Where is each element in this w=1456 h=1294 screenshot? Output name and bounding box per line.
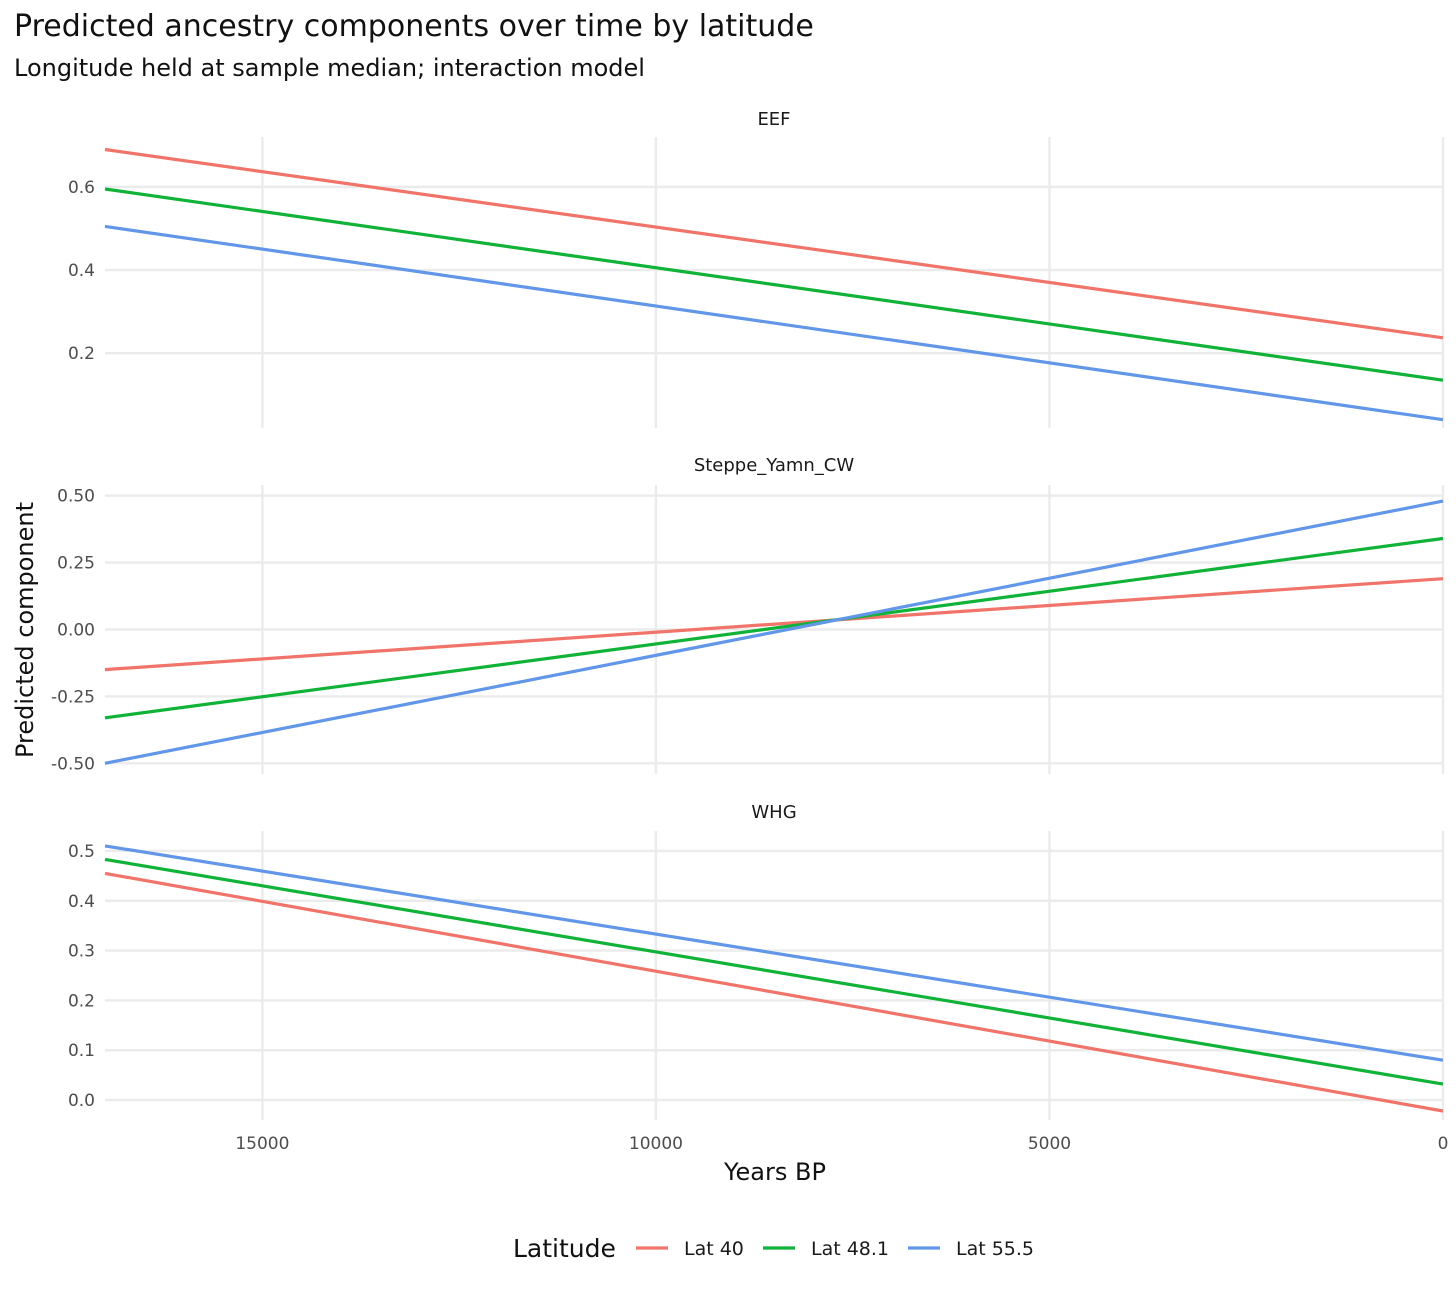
facet-strip-label: EEF [757,109,790,130]
y-tick-label: 0.6 [68,178,95,198]
y-tick-label: 0.25 [57,554,95,574]
series-line-lat-40 [104,871,1444,1113]
y-tick-label: 0.0 [68,1091,95,1111]
y-tick-label: 0.2 [68,991,95,1011]
series-line-lat-55-5 [104,844,1444,1062]
series-line-lat-40 [104,577,1444,672]
y-tick-label: -0.25 [51,687,95,707]
series-line-lat-55-5 [104,499,1444,765]
series-line-lat-48-1 [104,857,1444,1086]
legend-entry: Lat 48.1 [763,1238,889,1260]
x-tick-label: 10000 [629,1134,683,1154]
x-tick-label: 5000 [1028,1134,1071,1154]
series-line-lat-48-1 [104,187,1444,382]
facet-panel-eef: EEF 0.2 0.4 0.6 [68,109,1445,428]
x-axis-title: Years BP [723,1158,826,1186]
y-tick-label: 0.1 [68,1041,95,1061]
series-line-lat-48-1 [104,536,1444,720]
facet-strip-label: WHG [751,802,796,823]
x-tick-label: 15000 [235,1134,289,1154]
legend: Latitude Lat 40 Lat 48.1 Lat 55.5 [513,1234,1034,1263]
facet-panel-whg: WHG 0.0 0.1 0.2 0.3 0.4 0.5 [68,802,1445,1120]
chart-subtitle: Longitude held at sample median; interac… [14,54,645,82]
legend-label: Lat 48.1 [811,1238,889,1260]
legend-entry: Lat 55.5 [908,1238,1034,1260]
series-line-lat-55-5 [104,224,1444,422]
legend-label: Lat 40 [684,1238,744,1260]
chart-title: Predicted ancestry components over time … [14,9,814,44]
legend-entry: Lat 40 [636,1238,744,1260]
y-axis-title: Predicted component [11,502,39,758]
y-tick-label: 0.3 [68,942,95,962]
y-tick-label: 0.4 [68,892,95,912]
legend-label: Lat 55.5 [956,1238,1034,1260]
legend-title: Latitude [513,1234,616,1263]
y-tick-label: 0.00 [57,621,95,641]
series-line-lat-40 [104,147,1444,340]
y-tick-label: 0.50 [57,487,95,507]
x-tick-label: 0 [1438,1134,1449,1154]
facet-strip-label: Steppe_Yamn_CW [694,455,855,476]
y-tick-label: 0.5 [68,842,95,862]
y-tick-label: 0.4 [68,261,95,281]
y-tick-label: -0.50 [51,754,95,774]
facet-panel-steppe-yamn-cw: Steppe_Yamn_CW -0.50 -0.25 0.00 0.25 0.50 [51,455,1445,774]
facet-panels: EEF0.20.40.6Steppe_Yamn_CW-0.50-0.250.00… [51,109,1448,1154]
y-tick-label: 0.2 [68,344,95,364]
